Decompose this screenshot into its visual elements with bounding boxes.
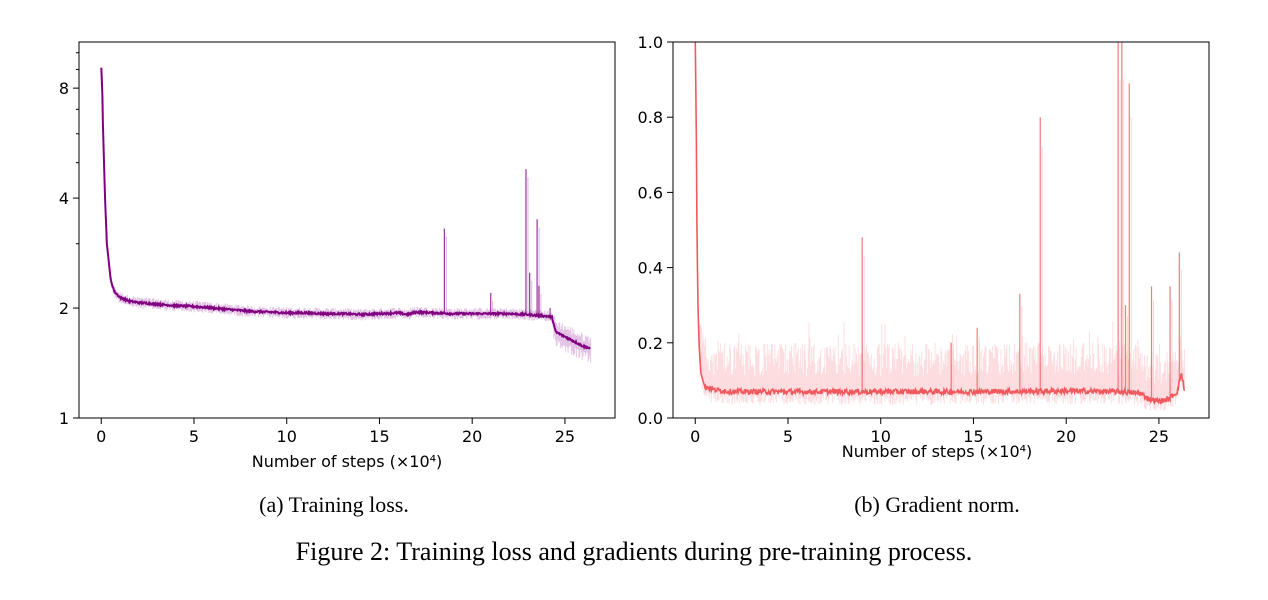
gradient-norm-axes-frame [672, 41, 1210, 419]
y-tick-label: 0.4 [638, 259, 663, 278]
y-tick-label: 1 [59, 409, 69, 428]
training-loss-raw-band [103, 159, 592, 363]
x-tick-label: 20 [462, 427, 482, 446]
training-loss-y-ticks: 1 2 4 8 [59, 52, 79, 428]
y-tick-label: 0.0 [638, 409, 663, 428]
y-tick-label: 4 [59, 189, 69, 208]
training-loss-chart: 0 5 10 15 20 25 1 2 4 8 Number of steps (×10⁴) (… [59, 41, 616, 517]
x-tick-label: 15 [963, 427, 983, 446]
x-tick-label: 5 [783, 427, 793, 446]
y-tick-label: 0.8 [638, 108, 663, 127]
training-loss-line [100, 67, 591, 350]
gradient-norm-line [694, 42, 1186, 405]
x-tick-label: 25 [555, 427, 575, 446]
y-tick-label: 1.0 [638, 33, 663, 52]
gradient-norm-chart: 0 5 10 15 20 25 0.0 0.2 0.4 0.6 0.8 1.0 Number of … [638, 33, 1210, 517]
gradient-norm-x-ticks: 0 5 10 15 20 25 [690, 418, 1169, 446]
gradient-norm-y-ticks: 0.0 0.2 0.4 0.6 0.8 1.0 [638, 33, 673, 428]
x-tick-label: 20 [1056, 427, 1076, 446]
gradient-norm-caption: (b) Gradient norm. [854, 492, 1020, 517]
training-loss-axes-frame [78, 41, 616, 419]
x-tick-label: 0 [690, 427, 700, 446]
y-tick-label: 0.2 [638, 334, 663, 353]
x-tick-label: 10 [871, 427, 891, 446]
training-loss-x-label: Number of steps (×10⁴) [252, 452, 443, 471]
x-tick-label: 10 [277, 427, 297, 446]
x-tick-label: 15 [369, 427, 389, 446]
training-loss-spikes [443, 169, 553, 317]
figure-caption: Figure 2: Training loss and gradients du… [296, 537, 973, 566]
gradient-norm-spikes [861, 42, 1182, 400]
y-tick-label: 2 [59, 299, 69, 318]
y-tick-label: 0.6 [638, 183, 663, 202]
y-tick-label: 8 [59, 79, 69, 98]
x-tick-label: 25 [1149, 427, 1169, 446]
training-loss-x-ticks: 0 5 10 15 20 25 [96, 418, 575, 446]
training-loss-caption: (a) Training loss. [259, 492, 409, 517]
x-tick-label: 5 [189, 427, 199, 446]
gradient-norm-x-label: Number of steps (×10⁴) [842, 442, 1033, 461]
x-tick-label: 0 [96, 427, 106, 446]
